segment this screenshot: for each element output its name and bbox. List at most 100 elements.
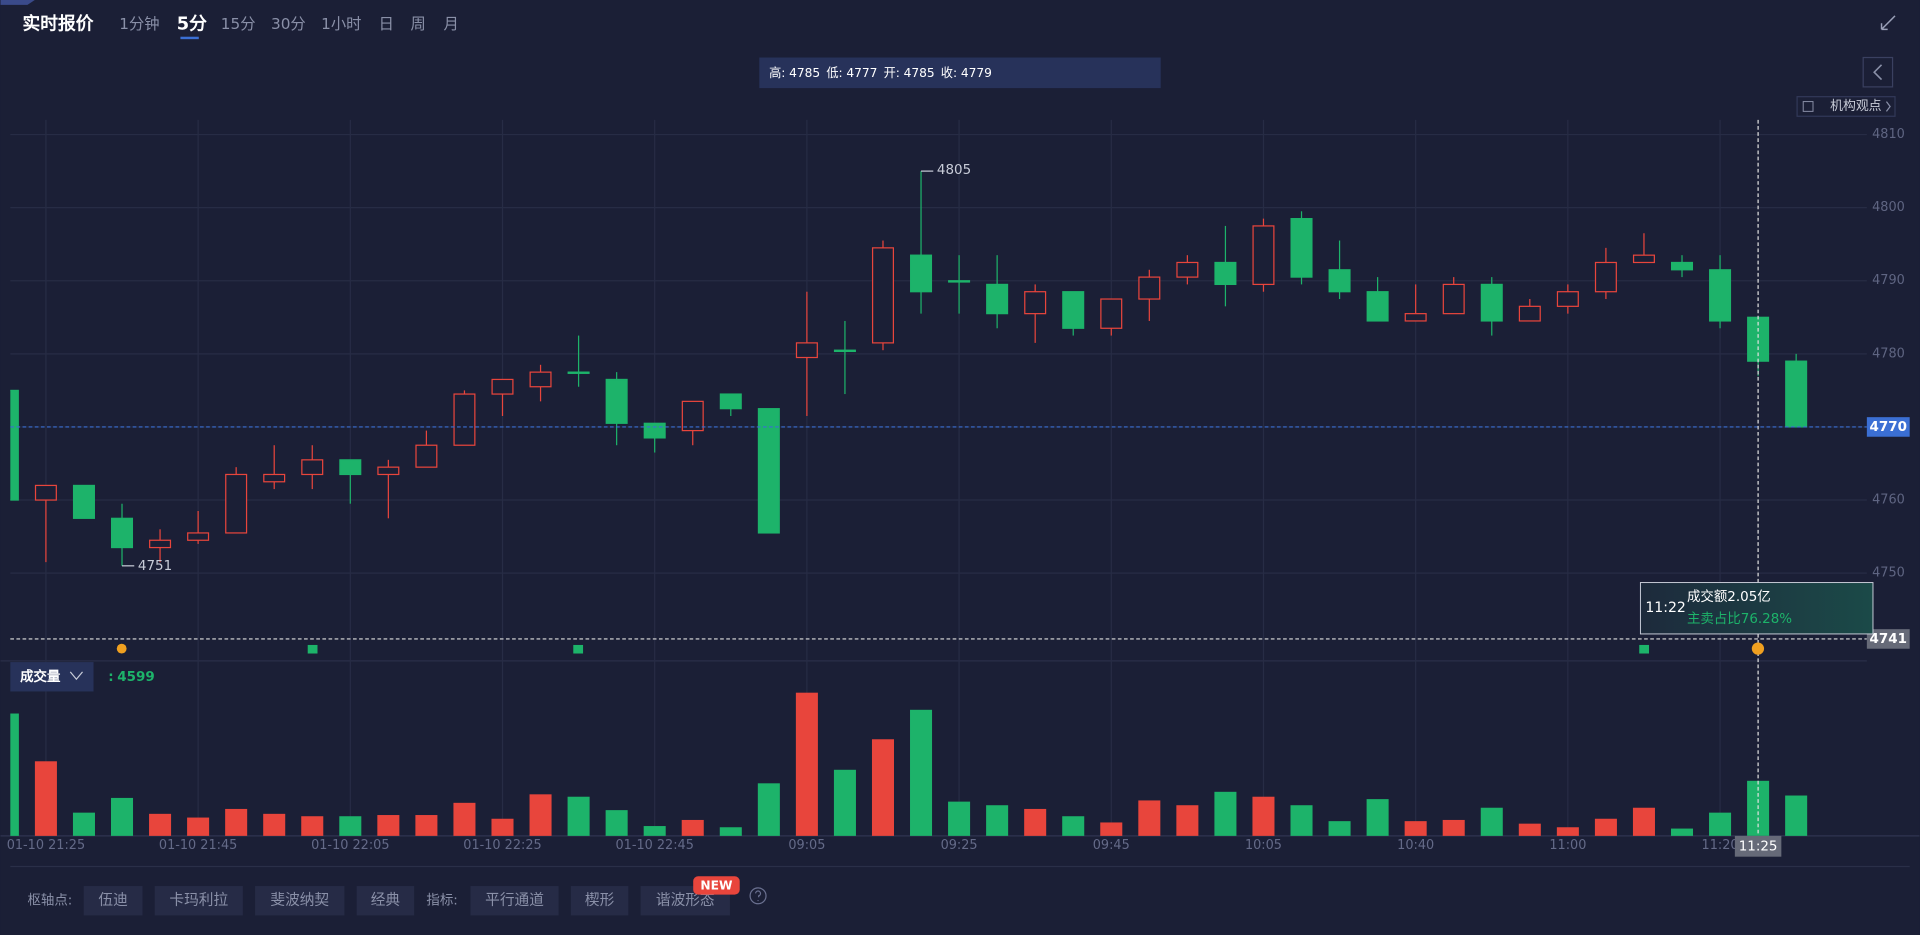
back-button[interactable] [1862, 56, 1894, 88]
plot [10, 171, 1808, 836]
candle-body [1442, 283, 1465, 315]
candle-body [1176, 261, 1199, 278]
timeframe-tab[interactable]: 30分 [271, 15, 306, 33]
volume-bar [34, 761, 57, 836]
timeframe-tab[interactable]: 5分 [177, 13, 207, 34]
side-link[interactable]: 机构观点 [1830, 99, 1882, 114]
volume-bar [491, 818, 514, 836]
ohlc-label: 开: [884, 65, 900, 79]
volume-bar [1632, 807, 1655, 836]
volume-label: 成交量 [20, 668, 61, 685]
volume-bar [187, 817, 210, 836]
volume-separator: : [108, 670, 113, 685]
candle-body [149, 539, 172, 549]
pivot-button[interactable] [255, 886, 345, 916]
pivot-option[interactable]: 卡玛利拉 [169, 892, 228, 909]
candle-body [110, 517, 134, 549]
timeframe-tab[interactable]: 1小时 [321, 15, 361, 33]
volume-bar [1176, 805, 1199, 836]
candle-body [1290, 218, 1313, 278]
event-marker[interactable] [573, 644, 584, 654]
volume-bar [301, 816, 324, 836]
candle-body [1214, 261, 1237, 286]
candle-body [1252, 225, 1275, 286]
timeframe-tab[interactable]: 周 [411, 15, 426, 33]
y-tick-label: 4790 [1872, 273, 1905, 288]
volume-bar [795, 692, 818, 836]
volume-bar [910, 709, 933, 836]
x-tick-label: 11:20 [1702, 838, 1739, 853]
help-icon[interactable] [749, 887, 767, 905]
candle-body [757, 408, 780, 534]
side-link-chevron [1885, 101, 1891, 112]
pivot-button[interactable] [154, 886, 243, 916]
volume-bar [1480, 807, 1503, 836]
volume-chevron [69, 671, 83, 681]
timeframe-tab[interactable]: 1分钟 [119, 15, 159, 33]
grid: 4750 4760 4770 4780 4790 4800 4810 01-10 21:25 0… [7, 119, 1905, 853]
indicator-option[interactable]: 楔形 [585, 892, 615, 909]
pivot-option[interactable]: 伍迪 [98, 892, 128, 909]
candle-body [1556, 291, 1579, 307]
volume-bar [10, 713, 19, 836]
x-tick-label: 01-10 22:25 [463, 838, 541, 853]
crosshair-time-box [1734, 835, 1782, 857]
ohlc-value: 4777 [846, 65, 877, 79]
volume-bar [1366, 799, 1389, 836]
x-tick-label: 09:45 [1093, 838, 1130, 853]
side-link-box[interactable] [1796, 96, 1896, 117]
ohlc-value: 4785 [904, 65, 935, 79]
y-tick-label: 4810 [1872, 127, 1905, 142]
candle-body [986, 283, 1009, 315]
volume-bar [1100, 822, 1123, 836]
back-chevron [1873, 64, 1883, 81]
volume-bar [453, 802, 476, 836]
event-marker[interactable] [307, 644, 318, 654]
timeframe-tab[interactable]: 日 [379, 15, 394, 33]
candle-body [1670, 261, 1694, 271]
side-link-icon [1802, 101, 1814, 112]
pivot-button[interactable] [83, 886, 143, 916]
volume-bar [643, 826, 666, 836]
indicator-button[interactable] [570, 886, 629, 916]
event-marker[interactable] [1639, 644, 1650, 654]
candle-body [605, 378, 628, 424]
overlay: 4805 4751 4770 4741 11:25 [10, 119, 1910, 857]
volume-bar [1709, 812, 1732, 836]
candle-body [1100, 298, 1123, 329]
pivot-button[interactable] [356, 886, 415, 916]
volume-bar [149, 813, 172, 836]
pivot-option[interactable]: 经典 [371, 892, 401, 909]
volume-bar [833, 769, 856, 836]
pivot-option[interactable]: 斐波纳契 [270, 892, 329, 909]
collapse-icon[interactable] [1880, 15, 1896, 31]
ohlc-value: 4779 [961, 65, 992, 79]
x-tick-label: 01-10 21:45 [159, 838, 237, 853]
candle-body [263, 473, 286, 483]
volume-selector[interactable] [10, 662, 94, 692]
x-tick-label: 11:00 [1549, 838, 1586, 853]
crosshair-price-label: 4741 [1870, 632, 1907, 647]
candle-body [301, 459, 324, 476]
volume-bar [1024, 808, 1047, 836]
volume-readout: :4599 [108, 670, 155, 685]
candle-body [529, 371, 552, 388]
candle-body [1480, 283, 1503, 322]
candle-body [1594, 261, 1617, 293]
candle-body [1138, 276, 1161, 300]
volume-bar [605, 810, 628, 836]
volume-bar [1252, 796, 1275, 836]
timeframe-tab[interactable]: 月 [444, 15, 459, 33]
indicator-option[interactable]: 谐波形态 [656, 892, 715, 909]
indicator-button[interactable] [470, 886, 559, 916]
candle-body [719, 393, 742, 410]
candle-body [643, 422, 666, 439]
indicator-option[interactable]: 平行通道 [485, 892, 544, 909]
candle-body [795, 342, 818, 359]
timeframe-tab[interactable]: 15分 [221, 15, 256, 33]
event-marker[interactable] [116, 643, 127, 654]
y-tick-label: 4760 [1872, 493, 1905, 508]
event-marker[interactable] [1751, 642, 1765, 655]
